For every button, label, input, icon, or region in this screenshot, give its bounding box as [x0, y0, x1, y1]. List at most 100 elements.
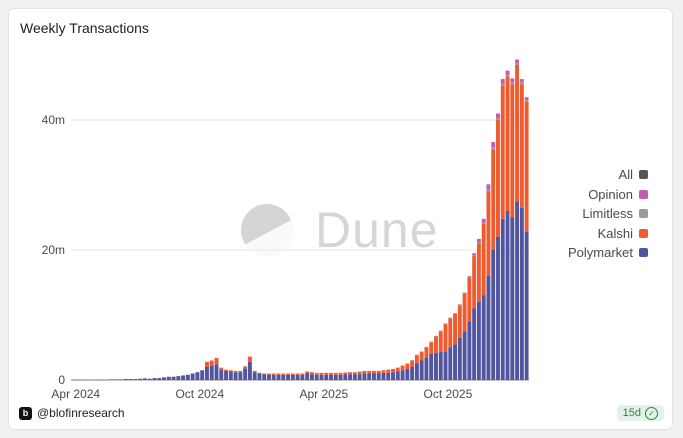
bar-segment-kalshi[interactable]	[443, 324, 448, 352]
bar-segment-polymarket[interactable]	[290, 374, 295, 380]
bar-segment-polymarket[interactable]	[319, 374, 324, 380]
bar-segment-limitless[interactable]	[515, 62, 520, 65]
bar-segment-polymarket[interactable]	[214, 364, 219, 380]
bar-segment-kalshi[interactable]	[228, 370, 233, 372]
bar-segment-polymarket[interactable]	[352, 374, 357, 380]
bar-segment-kalshi[interactable]	[262, 373, 267, 375]
bar-segment-limitless[interactable]	[414, 354, 419, 356]
bar-segment-limitless[interactable]	[462, 292, 467, 294]
bar-segment-kalshi[interactable]	[405, 363, 410, 369]
bar-segment-kalshi[interactable]	[219, 367, 224, 370]
bar-segment-polymarket[interactable]	[333, 374, 338, 380]
bar-segment-polymarket[interactable]	[381, 372, 386, 380]
bar-segment-polymarket[interactable]	[142, 378, 147, 381]
bar-segment-kalshi[interactable]	[410, 360, 415, 368]
bar-segment-kalshi[interactable]	[496, 120, 500, 237]
bar-segment-kalshi[interactable]	[515, 64, 520, 202]
bar-segment-kalshi[interactable]	[209, 360, 214, 366]
bar-segment-polymarket[interactable]	[219, 369, 224, 380]
bar-segment-kalshi[interactable]	[286, 373, 291, 375]
bar-segment-polymarket[interactable]	[362, 373, 367, 381]
bar-segment-polymarket[interactable]	[90, 379, 95, 381]
bar-segment-polymarket[interactable]	[386, 372, 391, 380]
bar-segment-kalshi[interactable]	[429, 342, 434, 354]
bar-segment-polymarket[interactable]	[71, 379, 76, 381]
bar-segment-polymarket[interactable]	[162, 377, 166, 380]
bar-segment-polymarket[interactable]	[524, 231, 529, 380]
bar-segment-opinion[interactable]	[491, 142, 496, 148]
bar-segment-limitless[interactable]	[505, 74, 510, 77]
bar-segment-polymarket[interactable]	[109, 379, 114, 380]
bar-segment-limitless[interactable]	[467, 276, 472, 278]
bar-segment-polymarket[interactable]	[329, 374, 333, 380]
bar-segment-polymarket[interactable]	[343, 374, 348, 380]
bar-segment-polymarket[interactable]	[224, 370, 229, 380]
bar-segment-polymarket[interactable]	[166, 376, 171, 380]
bar-segment-limitless[interactable]	[405, 363, 410, 364]
bar-segment-polymarket[interactable]	[357, 374, 362, 380]
bar-segment-polymarket[interactable]	[171, 376, 176, 380]
bar-segment-polymarket[interactable]	[114, 379, 119, 380]
bar-segment-kalshi[interactable]	[267, 373, 271, 375]
bar-segment-polymarket[interactable]	[467, 321, 472, 381]
bar-segment-polymarket[interactable]	[367, 373, 372, 381]
bar-segment-polymarket[interactable]	[476, 302, 481, 380]
bar-segment-kalshi[interactable]	[305, 371, 310, 374]
bar-segment-polymarket[interactable]	[76, 379, 81, 381]
bar-segment-kalshi[interactable]	[491, 149, 496, 250]
bar-segment-polymarket[interactable]	[190, 373, 195, 381]
bar-segment-kalshi[interactable]	[300, 373, 305, 375]
bar-segment-opinion[interactable]	[519, 79, 524, 83]
bar-segment-kalshi[interactable]	[424, 347, 429, 358]
bar-segment-polymarket[interactable]	[100, 379, 104, 381]
bar-segment-opinion[interactable]	[510, 78, 515, 83]
bar-segment-limitless[interactable]	[419, 351, 424, 353]
bar-segment-limitless[interactable]	[486, 189, 491, 192]
bar-segment-limitless[interactable]	[457, 304, 462, 306]
bar-segment-polymarket[interactable]	[410, 367, 415, 380]
bar-segment-opinion[interactable]	[515, 59, 520, 63]
bar-segment-polymarket[interactable]	[309, 374, 314, 380]
bar-segment-limitless[interactable]	[491, 147, 496, 150]
bar-segment-limitless[interactable]	[448, 317, 453, 319]
bar-segment-polymarket[interactable]	[448, 347, 453, 381]
bar-segment-kalshi[interactable]	[500, 85, 505, 219]
bar-segment-kalshi[interactable]	[205, 361, 209, 367]
bar-segment-limitless[interactable]	[438, 330, 443, 332]
bar-segment-kalshi[interactable]	[462, 293, 467, 332]
bar-segment-limitless[interactable]	[510, 82, 515, 85]
bar-segment-kalshi[interactable]	[214, 357, 219, 365]
bar-segment-polymarket[interactable]	[247, 361, 252, 380]
bar-segment-polymarket[interactable]	[510, 217, 515, 381]
bar-segment-polymarket[interactable]	[443, 351, 448, 380]
bar-segment-kalshi[interactable]	[233, 370, 238, 373]
bar-segment-kalshi[interactable]	[238, 370, 243, 373]
bar-segment-kalshi[interactable]	[386, 369, 391, 373]
bar-segment-polymarket[interactable]	[257, 373, 262, 381]
bar-segment-opinion[interactable]	[496, 113, 500, 119]
bar-segment-limitless[interactable]	[500, 83, 505, 86]
bar-segment-kalshi[interactable]	[252, 370, 257, 373]
bar-segment-opinion[interactable]	[476, 238, 481, 243]
bar-segment-polymarket[interactable]	[348, 374, 353, 380]
bar-segment-polymarket[interactable]	[400, 370, 405, 380]
bar-segment-polymarket[interactable]	[133, 379, 138, 380]
bar-segment-kalshi[interactable]	[319, 372, 324, 375]
bar-segment-opinion[interactable]	[524, 97, 529, 100]
bar-segment-polymarket[interactable]	[515, 201, 520, 380]
bar-segment-limitless[interactable]	[524, 99, 529, 102]
bar-segment-kalshi[interactable]	[371, 370, 376, 374]
bar-segment-kalshi[interactable]	[357, 371, 362, 375]
bar-segment-polymarket[interactable]	[262, 374, 267, 380]
bar-segment-polymarket[interactable]	[267, 374, 271, 380]
bar-segment-kalshi[interactable]	[381, 370, 386, 373]
bar-segment-polymarket[interactable]	[205, 367, 209, 380]
bar-segment-limitless[interactable]	[410, 360, 415, 361]
bar-segment-kalshi[interactable]	[309, 372, 314, 375]
bar-segment-limitless[interactable]	[519, 82, 524, 85]
bar-segment-kalshi[interactable]	[414, 355, 419, 364]
bar-segment-polymarket[interactable]	[481, 295, 486, 381]
bar-segment-kalshi[interactable]	[519, 84, 524, 208]
bar-segment-polymarket[interactable]	[419, 360, 424, 381]
bar-segment-polymarket[interactable]	[238, 372, 243, 380]
